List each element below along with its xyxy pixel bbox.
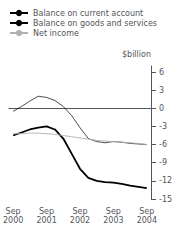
svg-text:2004: 2004: [137, 216, 157, 225]
svg-text:Sep: Sep: [39, 207, 54, 216]
svg-text:Sep: Sep: [6, 207, 21, 216]
svg-text:Sep: Sep: [106, 207, 121, 216]
svg-text:0: 0: [159, 104, 164, 113]
svg-text:2003: 2003: [103, 216, 123, 225]
svg-text:2000: 2000: [3, 216, 23, 225]
svg-text:-3: -3: [159, 122, 167, 131]
svg-text:Net income: Net income: [33, 29, 79, 38]
svg-text:-9: -9: [159, 158, 167, 167]
svg-text:Balance on current account: Balance on current account: [33, 9, 143, 18]
svg-text:2002: 2002: [70, 216, 90, 225]
svg-text:Sep: Sep: [72, 207, 87, 216]
svg-text:6: 6: [159, 68, 164, 77]
svg-text:Sep: Sep: [139, 207, 154, 216]
svg-text:$billion: $billion: [122, 50, 151, 59]
svg-text:-6: -6: [159, 140, 167, 149]
svg-text:3: 3: [159, 86, 164, 95]
svg-text:-12: -12: [159, 176, 172, 185]
svg-text:Balance on goods and services: Balance on goods and services: [33, 19, 157, 28]
svg-text:2001: 2001: [36, 216, 56, 225]
svg-text:-15: -15: [159, 195, 172, 204]
